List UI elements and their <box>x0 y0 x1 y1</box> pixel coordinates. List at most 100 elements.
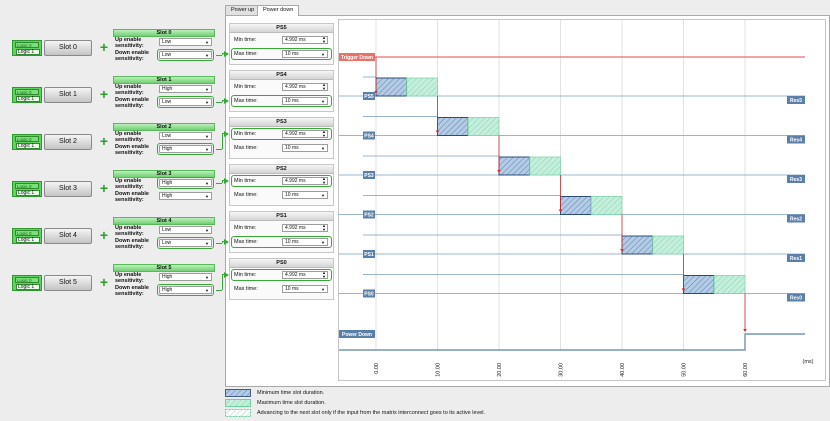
ps-title: PS1 <box>230 212 333 221</box>
min-time-spinbox[interactable]: 4.992 ms ▲ ▼ <box>282 177 328 185</box>
max-time-select[interactable]: 10 ms ▼ <box>282 50 328 58</box>
row-label-right: Res3 <box>787 175 805 183</box>
connector-line <box>222 241 225 242</box>
logic-option-0[interactable]: Logic 0 <box>15 136 39 142</box>
min-time-label: Min time: <box>234 131 257 137</box>
min-time-spinbox[interactable]: 4.992 ms ▲ ▼ <box>282 271 328 279</box>
logic-selector[interactable]: Logic 0 Logic 1 <box>12 134 42 150</box>
min-time-spinbox[interactable]: 4.992 ms ▲ ▼ <box>282 83 328 91</box>
tab-power-up[interactable]: Power up <box>225 5 261 15</box>
max-time-label: Max time: <box>234 286 258 292</box>
min-time-spinbox[interactable]: 4.992 ms ▲ ▼ <box>282 36 328 44</box>
connector-line <box>222 53 225 54</box>
logic-option-1[interactable]: Logic 1 <box>16 49 40 55</box>
logic-option-0[interactable]: Logic 0 <box>15 89 39 95</box>
up-enable-select[interactable]: High ▼ <box>159 85 212 93</box>
up-enable-select[interactable]: High ▼ <box>159 273 212 281</box>
row-label-left: PS0 <box>363 289 375 298</box>
plus-icon: + <box>99 133 109 149</box>
up-enable-value: High <box>162 180 173 186</box>
max-time-select[interactable]: 10 ms ▼ <box>282 191 328 199</box>
logic-selector[interactable]: Logic 0 Logic 1 <box>12 228 42 244</box>
logic-option-1[interactable]: Logic 1 <box>16 237 40 243</box>
plus-icon: + <box>99 227 109 243</box>
connector-line <box>216 290 222 291</box>
down-enable-row: Down enable sensitivity: High ▼ <box>113 143 215 157</box>
spin-arrows-icon[interactable]: ▲ ▼ <box>322 129 326 138</box>
row-label-left: PS1 <box>363 250 375 258</box>
logic-option-0[interactable]: Logic 0 <box>15 42 39 48</box>
slot-button[interactable]: Slot 2 <box>44 134 92 150</box>
max-time-select[interactable]: 10 ms ▼ <box>282 144 328 152</box>
sensitivity-group: Slot 3 Up enable sensitivity: High ▼ Down en… <box>113 170 215 204</box>
connector-line <box>222 241 223 243</box>
up-enable-select[interactable]: Low ▼ <box>159 226 212 234</box>
row-label-right-bg <box>787 254 805 262</box>
logic-option-1[interactable]: Logic 1 <box>16 143 40 149</box>
logic-option-1[interactable]: Logic 1 <box>16 284 40 290</box>
down-enable-select[interactable]: Low ▼ <box>157 96 214 108</box>
down-enable-select[interactable]: High ▼ <box>157 143 214 155</box>
logic-selector[interactable]: Logic 0 Logic 1 <box>12 181 42 197</box>
up-enable-select[interactable]: Low ▼ <box>159 132 212 140</box>
spin-arrows-icon[interactable]: ▲ ▼ <box>322 223 326 232</box>
up-enable-select[interactable]: High ▼ <box>157 177 214 189</box>
logic-option-0[interactable]: Logic 0 <box>15 230 39 236</box>
spin-arrows-icon[interactable]: ▲ ▼ <box>322 176 326 185</box>
min-time-spinbox[interactable]: 4.992 ms ▲ ▼ <box>282 130 328 138</box>
max-time-value: 10 ms <box>285 239 299 245</box>
min-time-row: Min time: 4.992 ms ▲ ▼ <box>230 80 333 94</box>
slot-button[interactable]: Slot 3 <box>44 181 92 197</box>
spin-arrows-icon[interactable]: ▲ ▼ <box>322 82 326 91</box>
down-enable-select[interactable]: High ▼ <box>159 192 212 200</box>
tab-power-down[interactable]: Power down <box>257 5 300 16</box>
max-time-select[interactable]: 10 ms ▼ <box>282 285 328 293</box>
ps-title: PS3 <box>230 118 333 127</box>
plus-icon: + <box>99 180 109 196</box>
min-time-value: 4.992 ms <box>285 272 306 278</box>
chevron-down-icon: ▼ <box>321 240 325 245</box>
logic-option-1[interactable]: Logic 1 <box>16 190 40 196</box>
connector-arrow-icon <box>224 130 229 137</box>
up-enable-row: Up enable sensitivity: High ▼ <box>113 272 215 285</box>
min-duration-bar <box>437 117 469 136</box>
slot-button[interactable]: Slot 0 <box>44 40 92 56</box>
x-tick-label: 0.00 <box>374 363 380 374</box>
logic-option-0[interactable]: Logic 0 <box>15 277 39 283</box>
min-time-spinbox[interactable]: 4.992 ms ▲ ▼ <box>282 224 328 232</box>
spin-arrows-icon[interactable]: ▲ ▼ <box>322 35 326 44</box>
slot-header: Slot 4 <box>113 217 215 225</box>
min-time-row: Min time: 4.992 ms ▲ ▼ <box>230 174 333 188</box>
up-enable-row: Up enable sensitivity: Low ▼ <box>113 225 215 238</box>
connector-arrow-icon <box>224 50 229 57</box>
up-enable-label: Up enable sensitivity: <box>115 84 144 96</box>
logic-selector[interactable]: Logic 0 Logic 1 <box>12 275 42 291</box>
logic-selector[interactable]: Logic 0 Logic 1 <box>12 87 42 103</box>
max-time-select[interactable]: 10 ms ▼ <box>282 97 328 105</box>
down-enable-select[interactable]: High ▼ <box>157 284 214 296</box>
slot-button[interactable]: Slot 1 <box>44 87 92 103</box>
max-time-select[interactable]: 10 ms ▼ <box>282 238 328 246</box>
slot-button[interactable]: Slot 4 <box>44 228 92 244</box>
down-enable-select[interactable]: Low ▼ <box>157 237 214 249</box>
down-enable-select[interactable]: Low ▼ <box>157 49 214 61</box>
logic-selector[interactable]: Logic 0 Logic 1 <box>12 40 42 56</box>
row-label-right-text: Res0 <box>790 296 802 302</box>
x-tick-label: 40.00 <box>620 363 626 377</box>
down-enable-value: High <box>162 193 173 199</box>
x-tick-label: 60.00 <box>743 363 749 377</box>
logic-option-1[interactable]: Logic 1 <box>16 96 40 102</box>
chevron-down-icon: ▼ <box>205 100 209 105</box>
down-enable-value: Low <box>162 99 172 105</box>
slot-button[interactable]: Slot 5 <box>44 275 92 291</box>
down-enable-row: Down enable sensitivity: High ▼ <box>113 191 215 204</box>
x-tick-label: 30.00 <box>559 363 565 377</box>
up-enable-value: High <box>162 86 173 92</box>
logic-option-0[interactable]: Logic 0 <box>15 183 39 189</box>
min-time-value: 4.992 ms <box>285 178 306 184</box>
min-time-label: Min time: <box>234 84 257 90</box>
ps-title: PS0 <box>230 259 333 268</box>
legend-text-max: Maximum time slot duration. <box>257 400 326 406</box>
up-enable-select[interactable]: Low ▼ <box>159 38 212 46</box>
spin-arrows-icon[interactable]: ▲ ▼ <box>322 270 326 279</box>
